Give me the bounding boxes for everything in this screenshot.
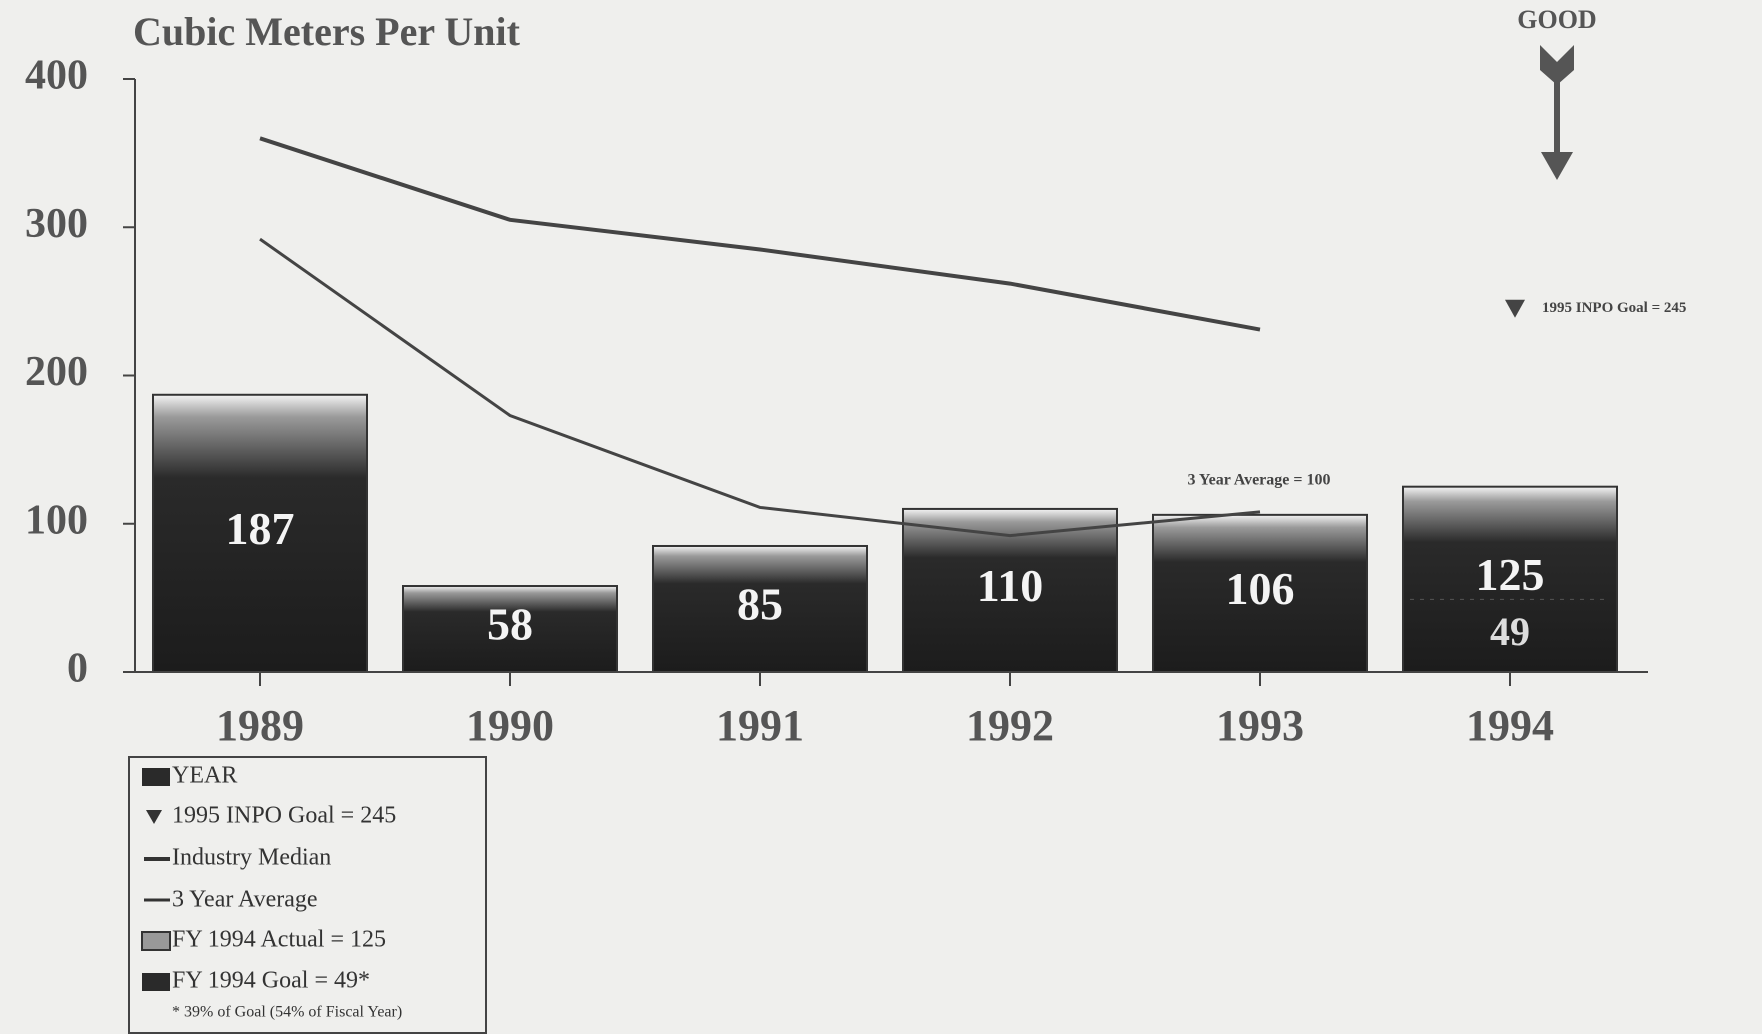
bar [152, 393, 368, 673]
legend-swatch [146, 810, 162, 824]
legend-label: YEAR [172, 763, 237, 789]
legend-swatch [142, 768, 170, 786]
annotation: 3 Year Average = 100 [1187, 472, 1330, 489]
legend-label: FY 1994 Actual = 125 [172, 927, 386, 953]
y-tick-label: 200 [25, 349, 88, 395]
legend-label: FY 1994 Goal = 49* [172, 968, 370, 994]
legend-label: 1995 INPO Goal = 245 [172, 803, 396, 829]
x-tick-label: 1994 [1466, 701, 1554, 750]
good-label: GOOD [1517, 5, 1596, 34]
x-tick-label: 1991 [716, 701, 804, 750]
legend-footnote: * 39% of Goal (54% of Fiscal Year) [172, 1004, 402, 1021]
legend-swatch [141, 931, 171, 951]
bar-value-label: 58 [487, 599, 533, 650]
goal-value-label: 49 [1490, 609, 1530, 654]
bar-value-label: 106 [1226, 563, 1295, 614]
bar [402, 585, 618, 674]
bar-value-label: 85 [737, 579, 783, 630]
x-tick-label: 1990 [466, 701, 554, 750]
y-tick-label: 400 [25, 53, 88, 99]
bar-value-label: 125 [1476, 549, 1545, 600]
bar [1152, 513, 1368, 673]
good-arrow [1540, 45, 1574, 180]
x-tick-label: 1992 [966, 701, 1054, 750]
legend-label: Industry Median [172, 845, 331, 871]
bar-value-label: 187 [226, 503, 295, 554]
bar [1402, 485, 1618, 673]
goal-marker [1505, 299, 1525, 318]
bar-value-label: 110 [977, 560, 1043, 611]
legend: YEAR 1995 INPO Goal = 245 Industry Media… [141, 763, 402, 1021]
line-series [259, 237, 1261, 538]
y-tick-label: 100 [25, 497, 88, 543]
bar [652, 544, 868, 673]
chart-title: Cubic Meters Per Unit [133, 9, 521, 54]
legend-label: 3 Year Average [172, 887, 318, 913]
legend-swatch [142, 973, 170, 991]
goal-marker-label: 1995 INPO Goal = 245 [1542, 300, 1686, 316]
line-series [259, 136, 1261, 332]
x-tick-label: 1993 [1216, 701, 1304, 750]
y-tick-label: 300 [25, 201, 88, 247]
y-tick-label: 0 [67, 646, 88, 692]
legend-box [128, 756, 487, 1034]
x-tick-label: 1989 [216, 701, 304, 750]
